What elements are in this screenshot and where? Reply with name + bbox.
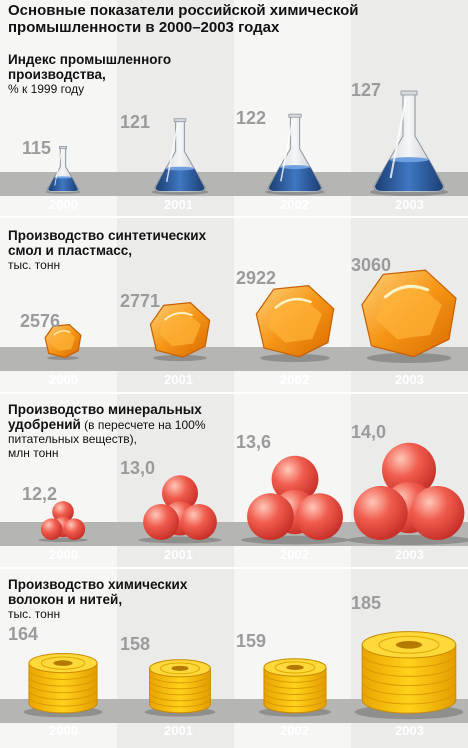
section-4-title-line: волокон и нитей, (8, 592, 187, 607)
flask-icon (265, 114, 325, 195)
value-label: 2771 (120, 291, 160, 312)
value-label: 13,6 (236, 432, 271, 453)
section-3-title-line: удобрений (8, 417, 81, 432)
fiber-spool-icon (145, 660, 216, 717)
tick-label-year: 2001 (120, 723, 237, 738)
value-label: 164 (8, 624, 38, 645)
section-4-heading: Производство химических волокон и нитей,… (8, 577, 187, 621)
tick-label-year: 2000 (5, 197, 122, 212)
value-label: 14,0 (351, 422, 386, 443)
section-4-title-line: Производство химических (8, 577, 187, 592)
tick-label-year: 2002 (236, 547, 353, 562)
page-title: Основные показатели российской химическо… (8, 2, 359, 36)
tick-label-year: 2002 (236, 723, 353, 738)
page-title-line: Основные показатели российской химическо… (8, 2, 359, 19)
section-1-unit: % к 1999 году (8, 82, 171, 96)
section-3-unit: млн тонн (8, 446, 206, 460)
value-label: 2922 (236, 268, 276, 289)
tick-label-year: 2001 (120, 547, 237, 562)
fertilizer-balls-icon (241, 456, 349, 545)
section-2-title-line: смол и пластмасс, (8, 243, 206, 258)
tick-label-year: 2001 (120, 197, 237, 212)
tick-label-year: 2000 (5, 723, 122, 738)
section-3-title-line: Производство минеральных (8, 402, 206, 417)
fertilizer-balls-icon (38, 501, 88, 542)
fiber-spool-icon (259, 659, 331, 717)
value-label: 121 (120, 112, 150, 133)
value-label: 185 (351, 593, 381, 614)
value-label: 13,0 (120, 458, 155, 479)
fiber-spool-icon (355, 632, 464, 720)
tick-label-year: 2003 (351, 197, 468, 212)
section-2-heading: Производство синтетических смол и пластм… (8, 228, 206, 272)
section-1-title-line: Индекс промышленного (8, 52, 171, 67)
tick-label-year: 2003 (351, 372, 468, 387)
flask-icon (152, 119, 209, 195)
section-2-unit: тыс. тонн (8, 258, 206, 272)
tick-label-year: 2001 (120, 372, 237, 387)
value-label: 122 (236, 108, 266, 129)
section-3-unit: питательных веществ), (8, 432, 206, 446)
fertilizer-balls-icon (347, 443, 468, 545)
value-label: 3060 (351, 255, 391, 276)
tick-label-year: 2000 (5, 547, 122, 562)
section-2-title-line: Производство синтетических (8, 228, 206, 243)
value-label: 159 (236, 631, 266, 652)
section-1-heading: Индекс промышленного производства, % к 1… (8, 52, 171, 96)
value-label: 2576 (20, 311, 60, 332)
tick-label-year: 2003 (351, 723, 468, 738)
resin-crystal-icon (256, 286, 333, 362)
value-label: 115 (22, 138, 51, 159)
flask-icon (370, 91, 448, 196)
resin-crystal-icon (362, 270, 456, 363)
section-4-unit: тыс. тонн (8, 607, 187, 621)
fertilizer-balls-icon (139, 475, 222, 543)
section-1-title-line: производства, (8, 67, 171, 82)
value-label: 158 (120, 634, 150, 655)
fiber-spool-icon (23, 653, 102, 717)
value-label: 12,2 (22, 484, 57, 505)
tick-label-year: 2000 (5, 372, 122, 387)
page-title-line: промышленности в 2000–2003 годах (8, 19, 359, 36)
section-3-unit: (в пересчете на 100% (81, 418, 206, 432)
tick-label-year: 2002 (236, 372, 353, 387)
value-label: 127 (351, 80, 381, 101)
tick-label-year: 2003 (351, 547, 468, 562)
section-3-heading: Производство минеральных удобрений (в пе… (8, 402, 206, 460)
tick-label-year: 2002 (236, 197, 353, 212)
